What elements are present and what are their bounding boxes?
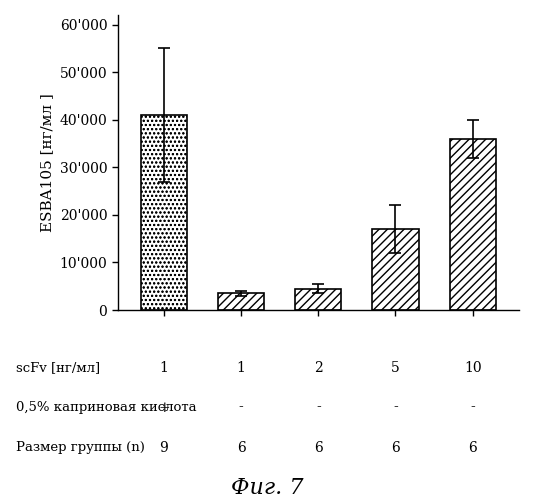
Bar xyxy=(372,229,419,310)
Text: 6: 6 xyxy=(314,440,323,454)
Text: 2: 2 xyxy=(314,360,323,374)
Text: 6: 6 xyxy=(391,440,400,454)
Text: +: + xyxy=(158,400,170,414)
Bar xyxy=(141,115,187,310)
Text: -: - xyxy=(393,400,398,414)
Text: Размер группы (n): Размер группы (n) xyxy=(16,441,145,454)
Text: 0,5% каприновая кислота: 0,5% каприновая кислота xyxy=(16,401,197,414)
Text: -: - xyxy=(239,400,243,414)
Y-axis label: ESBA105 [нг/мл ]: ESBA105 [нг/мл ] xyxy=(40,93,54,232)
Bar xyxy=(218,294,264,310)
Bar xyxy=(295,288,341,310)
Text: -: - xyxy=(470,400,475,414)
Bar xyxy=(141,115,187,310)
Text: 1: 1 xyxy=(159,360,169,374)
Text: 9: 9 xyxy=(159,440,169,454)
Text: scFv [нг/мл]: scFv [нг/мл] xyxy=(16,361,100,374)
Text: 10: 10 xyxy=(464,360,482,374)
Text: Фиг. 7: Фиг. 7 xyxy=(231,476,304,498)
Bar xyxy=(449,138,496,310)
Text: 1: 1 xyxy=(236,360,246,374)
Text: 6: 6 xyxy=(468,440,477,454)
Text: 6: 6 xyxy=(237,440,246,454)
Text: -: - xyxy=(316,400,320,414)
Text: 5: 5 xyxy=(391,360,400,374)
